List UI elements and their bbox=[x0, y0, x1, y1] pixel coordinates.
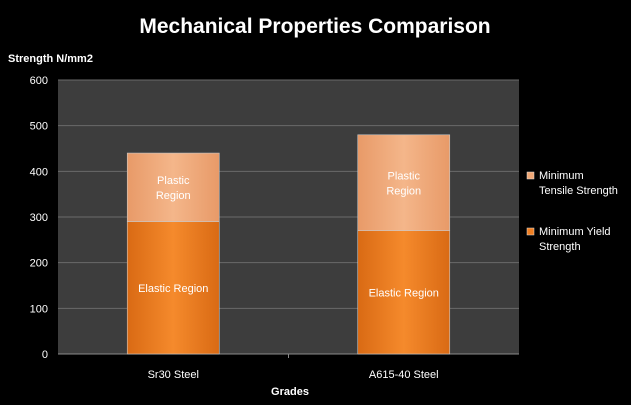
x-axis-label: Grades bbox=[271, 386, 309, 398]
y-tick-label: 200 bbox=[30, 258, 48, 270]
legend-swatch-0 bbox=[526, 227, 535, 236]
y-axis-label: Strength N/mm2 bbox=[8, 53, 93, 65]
x-tick-label: Sr30 Steel bbox=[148, 369, 199, 381]
segment-label: Elastic Region bbox=[369, 287, 439, 299]
bars: Elastic Region Plastic Region Elastic Regio… bbox=[126, 134, 451, 355]
y-tick-label: 500 bbox=[30, 121, 48, 133]
bar-0-segment-0 bbox=[126, 221, 220, 355]
segment-label: Plastic Region bbox=[156, 175, 191, 202]
x-tick-labels: Sr30 Steel A615-40 Steel bbox=[148, 369, 439, 381]
y-tick-label: 300 bbox=[30, 212, 48, 224]
chart-title: Mechanical Properties Comparison bbox=[139, 15, 490, 38]
legend: Minimum Tensile Strength Minimum Yield Stre… bbox=[526, 170, 618, 253]
y-tick-label: 400 bbox=[30, 166, 48, 178]
segment-label: Elastic Region bbox=[138, 283, 208, 295]
bar-1-segment-0 bbox=[357, 230, 451, 355]
bar-0-segment-1 bbox=[126, 152, 220, 222]
segment-label: Plastic Region bbox=[386, 170, 421, 197]
y-tick-label: 0 bbox=[42, 349, 48, 361]
bar-1-segment-1 bbox=[357, 134, 451, 232]
x-tick-label: A615-40 Steel bbox=[369, 369, 439, 381]
y-tick-label: 600 bbox=[30, 75, 48, 87]
y-tick-label: 100 bbox=[30, 303, 48, 315]
legend-entry: Minimum Yield Strength bbox=[539, 226, 611, 253]
y-tick-labels: 0 100 200 300 400 500 600 bbox=[30, 75, 48, 361]
legend-swatch-1 bbox=[526, 171, 535, 180]
legend-entry: Minimum Tensile Strength bbox=[539, 170, 618, 197]
